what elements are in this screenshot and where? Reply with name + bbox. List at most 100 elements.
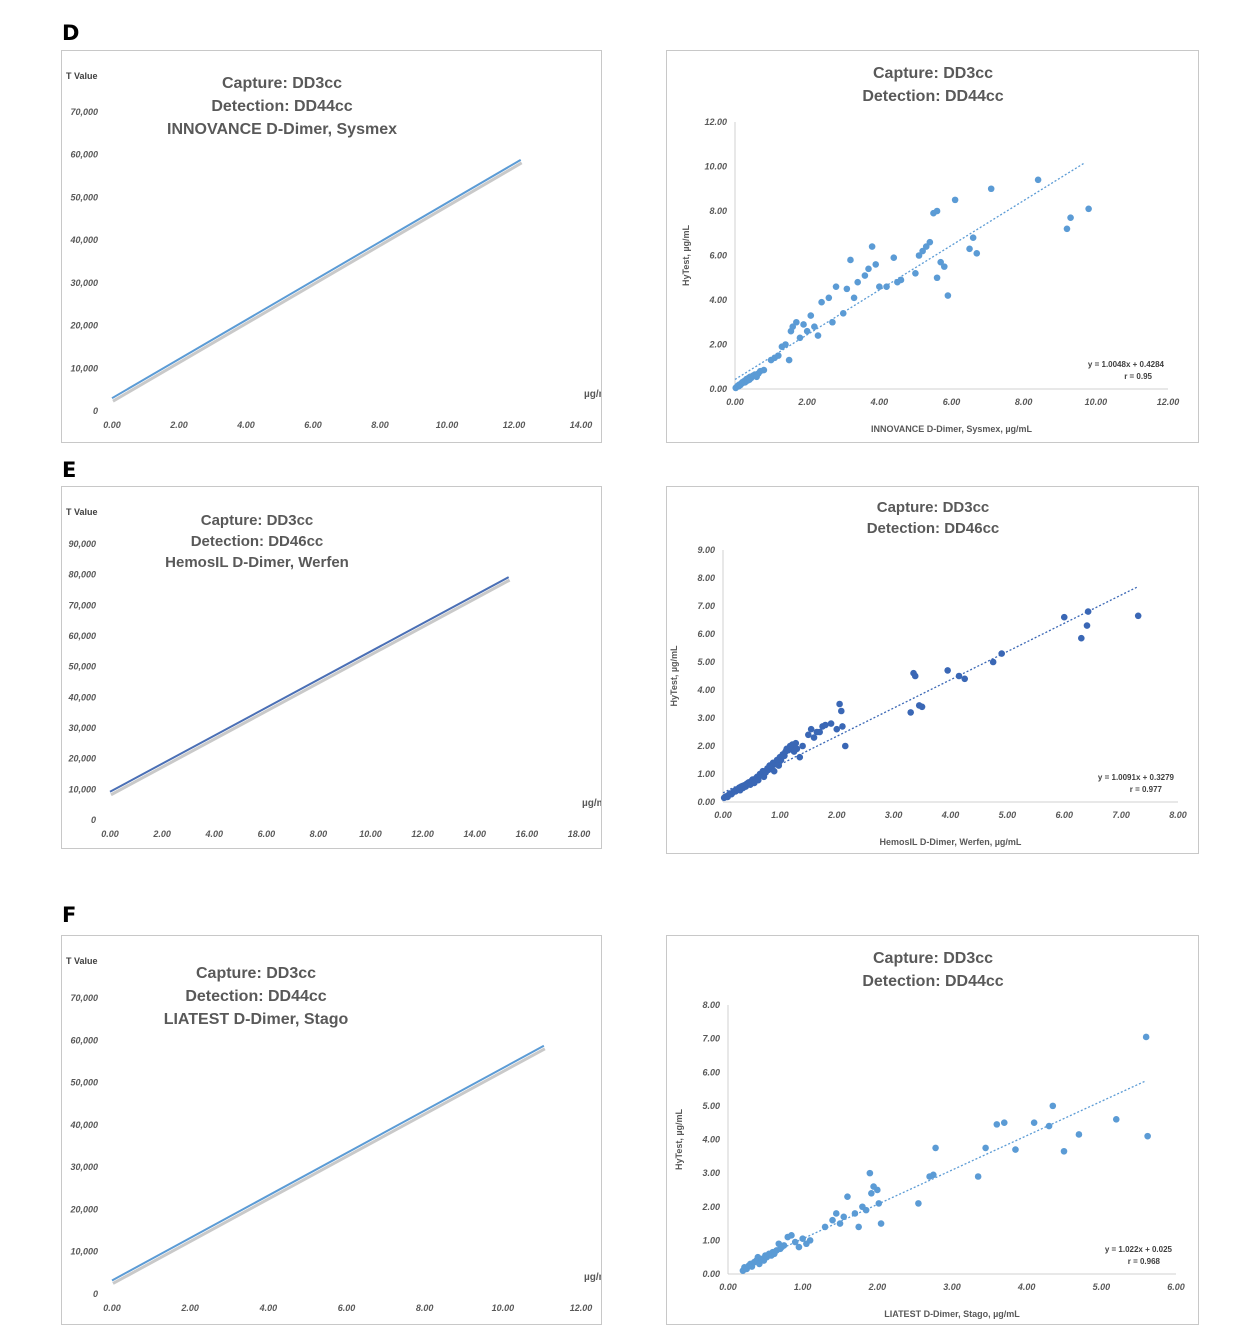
data-point: [1049, 1102, 1057, 1110]
data-point: [982, 1144, 989, 1152]
x-tick-label: 2.00: [180, 1303, 199, 1313]
x-tick-label: 0.00: [726, 397, 744, 407]
chart-title-line: Detection: DD44cc: [862, 88, 1003, 105]
x-tick-label: 5.00: [999, 810, 1017, 820]
chart-d-calibration: Capture: DD3cc Detection: DD44cc INNOVANCE…: [61, 50, 602, 443]
y-tick-label: 0.00: [697, 797, 715, 807]
x-tick-label: 10.00: [492, 1303, 515, 1313]
data-point: [944, 292, 952, 299]
data-point: [1142, 1033, 1150, 1041]
y-tick-label: 5.00: [702, 1101, 720, 1111]
data-point: [832, 283, 840, 290]
data-point: [883, 283, 890, 290]
x-tick-label: 0.00: [101, 829, 119, 839]
data-point: [1083, 622, 1091, 629]
data-point: [789, 323, 797, 331]
chart-svg: Capture: DD3cc Detection: DD44cc LIATEST D…: [66, 956, 601, 1313]
chart-d-correlation: Capture: DD3cc Detection: DD44cc 0.00 2.00 4…: [666, 50, 1199, 443]
data-point: [961, 675, 969, 683]
data-point: [816, 728, 823, 736]
correlation-coefficient: r = 0.977: [1130, 785, 1163, 794]
data-point: [822, 721, 829, 729]
data-point: [915, 1200, 922, 1207]
data-point: [844, 1193, 851, 1200]
data-point: [796, 334, 804, 342]
y-tick-label: 3.00: [702, 1168, 720, 1178]
data-point: [872, 261, 880, 268]
data-point: [915, 252, 923, 259]
x-tick-label: 2.00: [152, 829, 171, 839]
y-tick-label: 8.00: [709, 206, 727, 216]
chart-title-line: INNOVANCE D-Dimer, Sysmex: [167, 121, 397, 138]
chart-title-line: Capture: DD3cc: [222, 75, 342, 92]
x-axis-label: INNOVANCE D-Dimer, Sysmex, µg/mL: [871, 424, 1033, 434]
x-tick-label: 4.00: [259, 1303, 278, 1313]
chart-title-line: Detection: DD46cc: [191, 533, 324, 550]
data-point: [811, 323, 818, 331]
section-label-d: D: [62, 21, 80, 45]
data-point: [933, 274, 941, 282]
x-axis-label: µg/mL: [582, 798, 601, 809]
chart-title-line: Capture: DD3cc: [873, 950, 993, 967]
data-point: [841, 742, 849, 750]
y-tick-label: 20,000: [69, 1204, 98, 1214]
y-tick-label: 1.00: [702, 1235, 720, 1245]
data-point: [847, 256, 854, 264]
x-tick-label: 3.00: [885, 810, 903, 820]
data-point: [1034, 176, 1042, 184]
data-point: [919, 247, 926, 255]
y-tick-label: 70,000: [70, 107, 98, 117]
y-tick-label: 2.00: [696, 741, 715, 751]
y-tick-label: 4.00: [696, 685, 715, 695]
data-point: [932, 1144, 939, 1152]
y-tick-label: 6.00: [702, 1067, 720, 1077]
data-point: [1085, 205, 1092, 213]
y-tick-label: 8.00: [702, 1000, 720, 1010]
calibration-line: [109, 576, 510, 793]
y-tick-label: 30,000: [68, 723, 96, 733]
x-tick-label: 0.00: [103, 1303, 121, 1313]
x-tick-label: 6.00: [304, 420, 322, 430]
data-point: [782, 341, 789, 348]
data-point: [877, 1220, 885, 1227]
chart-svg: Capture: DD3cc Detection: DD44cc 0.00 1.00 2…: [674, 950, 1185, 1319]
calibration-line-shadow: [110, 578, 511, 797]
y-tick-label: 60,000: [70, 1035, 98, 1045]
x-tick-label: 2.00: [797, 397, 816, 407]
data-point: [833, 725, 841, 733]
chart-title-line: Detection: DD44cc: [862, 973, 1003, 990]
data-point: [1067, 214, 1074, 221]
data-point: [785, 356, 793, 364]
data-point: [1000, 1119, 1008, 1126]
x-tick-label: 4.00: [941, 810, 960, 820]
calibration-line: [111, 1044, 545, 1282]
data-point: [911, 672, 919, 680]
x-tick-label: 2.00: [827, 810, 846, 820]
y-tick-label: 0: [93, 406, 98, 416]
data-point: [868, 1190, 875, 1197]
chart-svg: Capture: DD3cc Detection: DD44cc 0.00 2.00 4…: [681, 65, 1179, 434]
chart-f-calibration: Capture: DD3cc Detection: DD44cc LIATEST D…: [61, 935, 602, 1325]
y-tick-label: 12.00: [704, 117, 727, 127]
y-tick-label: 8.00: [697, 573, 715, 583]
y-tick-label: 2.00: [701, 1202, 720, 1212]
data-point: [780, 1242, 788, 1249]
calibration-line: [111, 158, 522, 400]
data-point: [969, 234, 977, 241]
data-point: [854, 278, 861, 286]
y-tick-label: 2.00: [708, 340, 727, 350]
data-point: [951, 196, 959, 204]
y-tick-label: 5.00: [697, 657, 715, 667]
data-point: [868, 243, 876, 250]
x-tick-label: 8.00: [1169, 810, 1187, 820]
chart-svg: Capture: DD3cc Detection: DD46cc HemosIL D…: [66, 507, 601, 839]
y-tick-label: 4.00: [708, 295, 727, 305]
x-tick-label: 6.00: [943, 397, 961, 407]
data-point: [918, 703, 926, 711]
x-axis-label: HemosIL D-Dimer, Werfen, µg/mL: [880, 837, 1022, 847]
data-point: [1060, 1147, 1068, 1155]
x-tick-label: 2.00: [169, 420, 188, 430]
y-tick-label: 70,000: [68, 600, 96, 610]
data-point: [796, 753, 804, 761]
data-point: [890, 254, 898, 262]
